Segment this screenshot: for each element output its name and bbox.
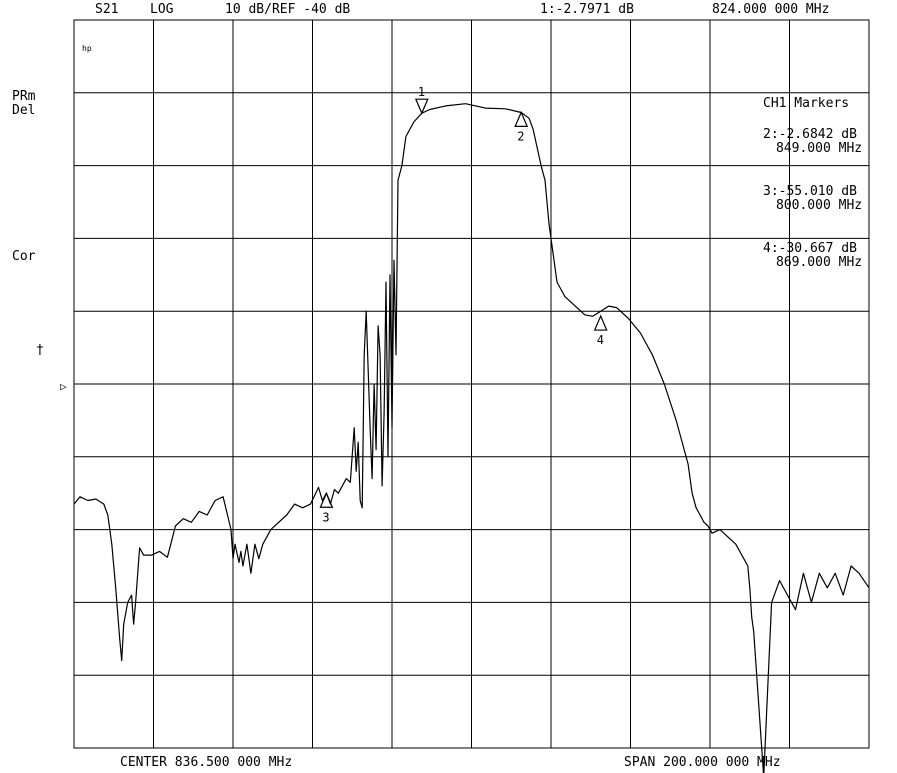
hp-logo: hp <box>82 44 92 53</box>
span-frequency: SPAN 200.000 000 MHz <box>624 755 781 770</box>
trace-line <box>73 103 870 773</box>
marker-4-label: 4 <box>597 333 604 347</box>
marker-3-triangle <box>319 491 334 508</box>
reference-position-arrow: ▷ <box>60 380 67 393</box>
chart-grid <box>73 19 870 749</box>
marker2-value: 2:-2.6842 dB <box>763 127 857 142</box>
marker2-frequency: 849.000 MHz <box>776 141 863 156</box>
marker-2-label: 2 <box>517 129 524 143</box>
dagger-label: † <box>36 343 44 358</box>
marker-3-label: 3 <box>322 510 329 524</box>
channel-label: S21 <box>95 2 119 17</box>
marker-2-triangle <box>514 110 529 127</box>
marker1-frequency: 824.000 000 MHz <box>712 2 830 17</box>
marker3-frequency: 800.000 MHz <box>776 198 863 213</box>
marker4-value: 4:-30.667 dB <box>763 241 857 256</box>
marker3-value: 3:-55.010 dB <box>763 184 857 199</box>
scale-ref-label: 10 dB/REF -40 dB <box>225 2 351 17</box>
marker-4-triangle <box>593 314 608 331</box>
prm-label: PRm <box>12 89 36 104</box>
format-label: LOG <box>150 2 174 17</box>
cor-label: Cor <box>12 249 36 264</box>
marker-1-triangle <box>414 98 429 115</box>
trace-layer <box>73 103 870 773</box>
marker-layer: 1 2 3 4 <box>319 85 608 524</box>
marker4-frequency: 869.000 MHz <box>776 255 863 270</box>
marker1-readout: 1:-2.7971 dB <box>540 2 634 17</box>
del-label: Del <box>12 103 36 118</box>
marker-1-label: 1 <box>418 85 425 99</box>
center-frequency: CENTER 836.500 000 MHz <box>120 755 293 770</box>
markers-panel-title: CH1 Markers <box>763 96 850 111</box>
